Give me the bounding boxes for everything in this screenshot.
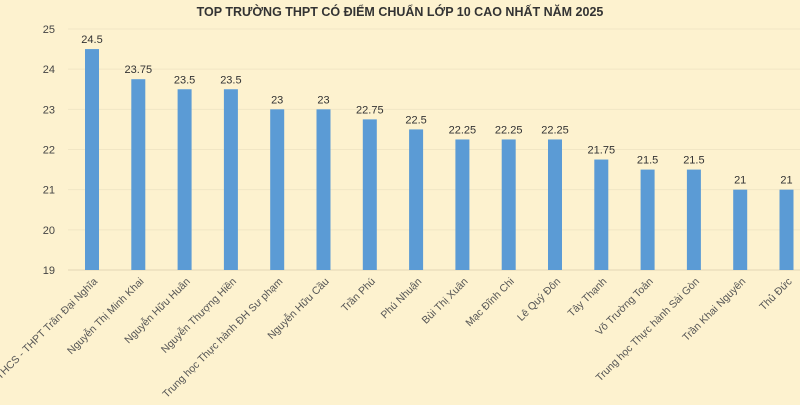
x-tick-label: Lê Quý Đôn bbox=[515, 276, 563, 324]
bar bbox=[779, 189, 794, 270]
data-label: 23.5 bbox=[174, 74, 195, 86]
bar bbox=[640, 169, 655, 270]
bar bbox=[594, 159, 609, 270]
y-tick-label: 24 bbox=[43, 64, 55, 76]
bar bbox=[686, 169, 701, 270]
data-label: 23.5 bbox=[220, 74, 241, 86]
bar bbox=[270, 109, 285, 270]
bar bbox=[409, 129, 424, 270]
data-label: 23 bbox=[271, 94, 283, 106]
bar bbox=[131, 79, 146, 270]
x-tick-label: Mạc Đĩnh Chi bbox=[463, 276, 516, 329]
bar bbox=[501, 139, 516, 270]
x-tick-label: Nguyễn Thượng Hiền bbox=[158, 275, 239, 356]
bar bbox=[548, 139, 562, 270]
data-label: 21.5 bbox=[683, 155, 704, 167]
x-tick-label: Thủ Đức bbox=[757, 276, 794, 313]
x-tick-label: Trần Phú bbox=[339, 276, 378, 315]
x-tick-label: Nguyễn Thị Minh Khai bbox=[64, 275, 146, 357]
bar bbox=[733, 189, 748, 270]
bar bbox=[177, 89, 192, 270]
y-tick-label: 25 bbox=[43, 24, 55, 36]
y-tick-label: 19 bbox=[43, 265, 55, 277]
y-tick-label: 21 bbox=[43, 185, 55, 197]
data-label: 23 bbox=[317, 94, 329, 106]
chart-title: TOP TRƯỜNG THPT CÓ ĐIỂM CHUẨN LỚP 10 CAO… bbox=[197, 4, 604, 19]
data-label: 21.5 bbox=[637, 155, 658, 167]
x-tick-label: Bùi Thị Xuân bbox=[420, 276, 471, 327]
x-tick-label: Phú Nhuận bbox=[379, 276, 425, 322]
y-tick-label: 22 bbox=[43, 145, 55, 157]
bar bbox=[316, 109, 331, 270]
data-label: 21.75 bbox=[588, 145, 616, 157]
data-label: 22.25 bbox=[541, 124, 569, 136]
bar bbox=[223, 89, 238, 270]
data-label: 23.75 bbox=[125, 64, 153, 76]
bar bbox=[455, 139, 470, 270]
data-label: 21 bbox=[780, 175, 792, 187]
data-label: 21 bbox=[734, 175, 746, 187]
data-label: 22.25 bbox=[495, 124, 523, 136]
data-label: 22.5 bbox=[405, 114, 426, 126]
y-tick-label: 23 bbox=[43, 104, 55, 116]
y-tick-label: 20 bbox=[43, 225, 55, 237]
bar bbox=[85, 49, 99, 271]
data-label: 22.25 bbox=[449, 124, 477, 136]
data-label: 24.5 bbox=[81, 34, 102, 46]
bar bbox=[362, 119, 377, 270]
x-tick-label: Tây Thạnh bbox=[566, 276, 610, 320]
data-label: 22.75 bbox=[356, 104, 384, 116]
